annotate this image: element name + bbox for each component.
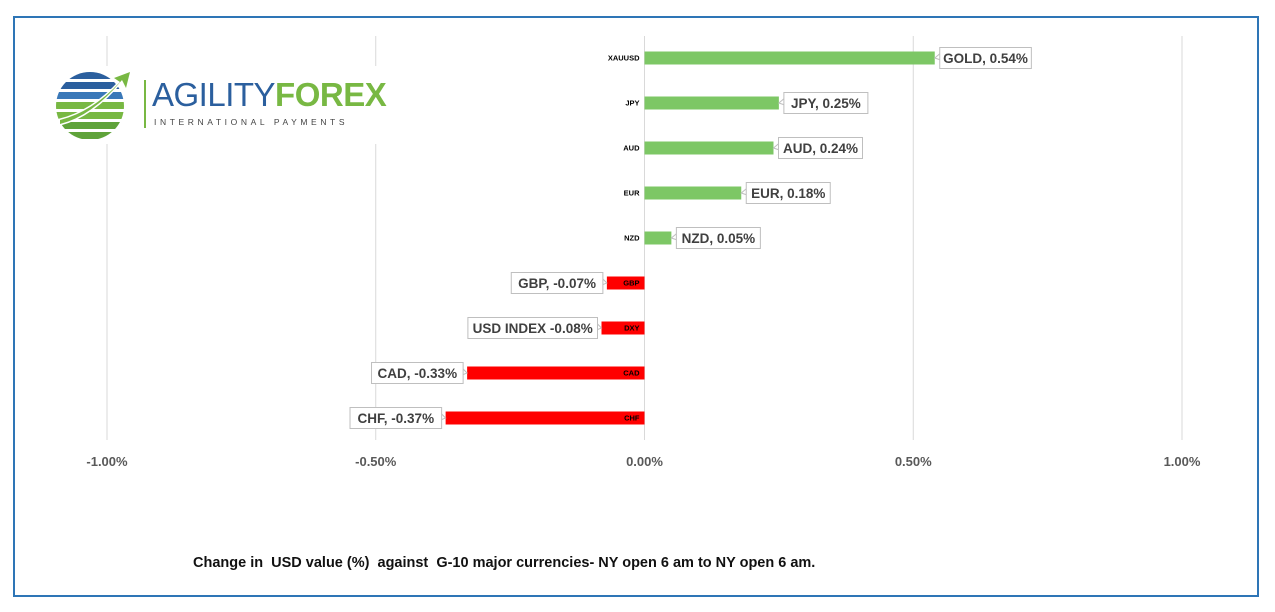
- bar-chf: [445, 411, 645, 425]
- data-label-callout: EUR, 0.18%: [740, 182, 831, 204]
- category-label: NZD: [624, 234, 640, 243]
- logo-tagline: INTERNATIONAL PAYMENTS: [154, 117, 349, 127]
- data-label-text: USD INDEX -0.08%: [473, 321, 593, 336]
- data-label-text: NZD, 0.05%: [682, 231, 756, 246]
- logo-divider: [144, 80, 146, 128]
- category-label: CHF: [624, 414, 640, 423]
- category-label: DXY: [624, 324, 639, 333]
- data-label-callout: GBP, -0.07%: [510, 272, 608, 294]
- bar-jpy: [644, 96, 779, 110]
- category-label: AUD: [623, 144, 640, 153]
- data-label-callout: CAD, -0.33%: [371, 362, 469, 384]
- logo-agility-text: AGILITY: [152, 76, 276, 113]
- data-label-callout: GOLD, 0.54%: [933, 47, 1032, 69]
- data-label-callout: CHF, -0.37%: [349, 407, 447, 429]
- bar-xauusd: [644, 51, 935, 65]
- chart-caption: Change in USD value (%) against G-10 maj…: [193, 555, 816, 571]
- globe-swoosh-icon: [56, 69, 132, 139]
- x-tick-label: 0.50%: [895, 454, 932, 469]
- data-label-callout: AUD, 0.24%: [772, 137, 863, 159]
- category-label: JPY: [625, 99, 639, 108]
- category-label: XAUUSD: [608, 54, 640, 63]
- x-tick-label: 0.00%: [626, 454, 663, 469]
- data-label-text: JPY, 0.25%: [791, 96, 861, 111]
- bar-nzd: [644, 231, 672, 245]
- bar-eur: [644, 186, 742, 200]
- data-label-callout: USD INDEX -0.08%: [467, 317, 603, 339]
- data-label-text: GBP, -0.07%: [518, 276, 596, 291]
- bar-dxy: [601, 321, 645, 335]
- data-label-callout: JPY, 0.25%: [777, 92, 869, 114]
- data-label-callout: NZD, 0.05%: [670, 227, 761, 249]
- bar-cad: [467, 366, 645, 380]
- bar-aud: [644, 141, 774, 155]
- category-label: CAD: [623, 369, 640, 378]
- data-label-text: CHF, -0.37%: [358, 411, 435, 426]
- data-label-text: GOLD, 0.54%: [943, 51, 1028, 66]
- category-label: EUR: [624, 189, 640, 198]
- data-label-text: CAD, -0.33%: [378, 366, 458, 381]
- x-tick-label: -1.00%: [86, 454, 128, 469]
- logo-forex-text: FOREX: [275, 76, 387, 113]
- data-label-text: AUD, 0.24%: [783, 141, 858, 156]
- agility-forex-logo: AGILITYFOREX INTERNATIONAL PAYMENTS: [52, 66, 387, 144]
- data-label-text: EUR, 0.18%: [751, 186, 825, 201]
- x-tick-label: -0.50%: [355, 454, 397, 469]
- x-tick-label: 1.00%: [1164, 454, 1201, 469]
- bar-gbp: [606, 276, 645, 290]
- logo-wordmark: AGILITYFOREX: [152, 76, 387, 113]
- category-label: GBP: [623, 279, 639, 288]
